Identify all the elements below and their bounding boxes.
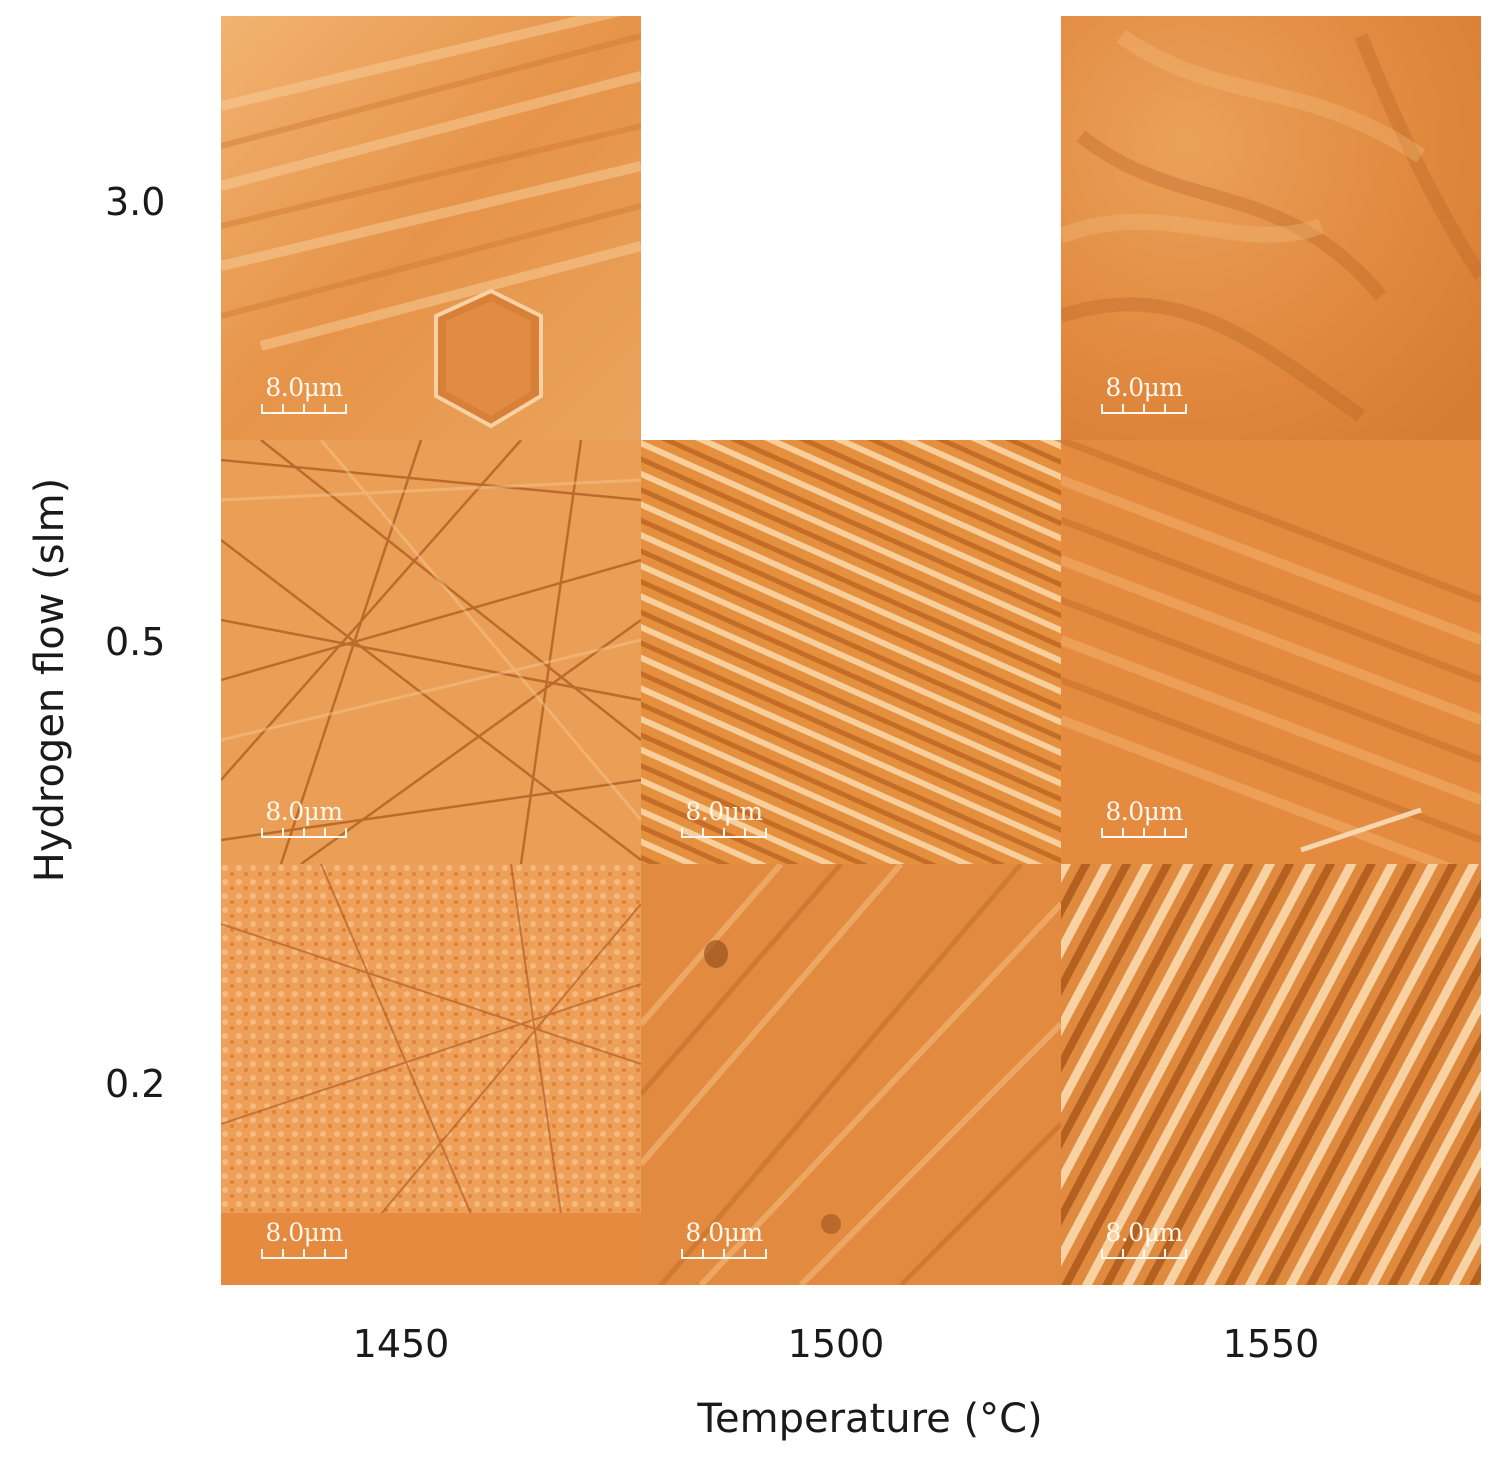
scale-bar: 8.0μm	[1101, 373, 1187, 414]
scale-bar-label: 8.0μm	[1105, 1218, 1183, 1247]
afm-panel-0-2-1500: 8.0μm	[641, 864, 1061, 1285]
scale-bar: 8.0μm	[261, 373, 347, 414]
scale-bar: 8.0μm	[261, 797, 347, 838]
afm-panel-0-5-1500: 8.0μm	[641, 440, 1061, 864]
afm-panel-0-2-1550: 8.0μm	[1061, 864, 1481, 1285]
scale-bar: 8.0μm	[681, 1218, 767, 1259]
scale-bar-label: 8.0μm	[265, 1218, 343, 1247]
row-label-0-2: 0.2	[105, 1062, 166, 1106]
scale-bar-label: 8.0μm	[1105, 797, 1183, 826]
scale-bar: 8.0μm	[1101, 797, 1187, 838]
panel-bottom-strip	[221, 1213, 641, 1285]
scale-bar-label: 8.0μm	[265, 797, 343, 826]
col-label-1450: 1450	[352, 1322, 450, 1366]
row-label-0-5: 0.5	[105, 620, 166, 664]
scale-bar-label: 8.0μm	[685, 797, 763, 826]
scale-bar-label: 8.0μm	[685, 1218, 763, 1247]
col-label-1550: 1550	[1222, 1322, 1320, 1366]
afm-panel-3-0-1450: 8.0μm	[221, 16, 641, 440]
scale-bar-label: 8.0μm	[1105, 373, 1183, 402]
afm-panel-0-2-1450: 8.0μm	[221, 864, 641, 1285]
x-axis-title: Temperature (°C)	[697, 1396, 1043, 1442]
y-axis-title: Hydrogen flow (slm)	[27, 477, 73, 883]
scale-bar: 8.0μm	[261, 1218, 347, 1259]
scale-bar-label: 8.0μm	[265, 373, 343, 402]
afm-panel-3-0-1550: 8.0μm	[1061, 16, 1481, 440]
col-label-1500: 1500	[787, 1322, 885, 1366]
scale-bar: 8.0μm	[681, 797, 767, 838]
scale-bar: 8.0μm	[1101, 1218, 1187, 1259]
afm-panel-0-5-1550: 8.0μm	[1061, 440, 1481, 864]
row-label-3-0: 3.0	[105, 180, 166, 224]
afm-panel-0-5-1450: 8.0μm	[221, 440, 641, 864]
